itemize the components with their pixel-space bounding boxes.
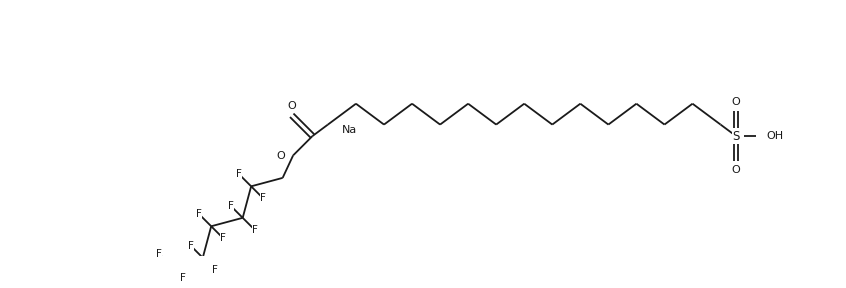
Text: F: F <box>236 169 242 179</box>
Text: F: F <box>157 249 162 259</box>
Text: O: O <box>732 165 740 175</box>
Text: F: F <box>261 193 266 203</box>
Text: F: F <box>220 233 226 243</box>
Text: F: F <box>196 209 202 219</box>
Text: Na: Na <box>343 125 358 135</box>
Text: F: F <box>228 201 233 211</box>
Text: O: O <box>732 97 740 107</box>
Text: S: S <box>733 130 739 143</box>
Text: F: F <box>252 225 258 235</box>
Text: F: F <box>180 273 186 283</box>
Text: O: O <box>288 101 296 111</box>
Text: OH: OH <box>766 131 783 141</box>
Text: O: O <box>276 151 284 161</box>
Text: F: F <box>188 241 194 251</box>
Text: F: F <box>212 265 217 275</box>
